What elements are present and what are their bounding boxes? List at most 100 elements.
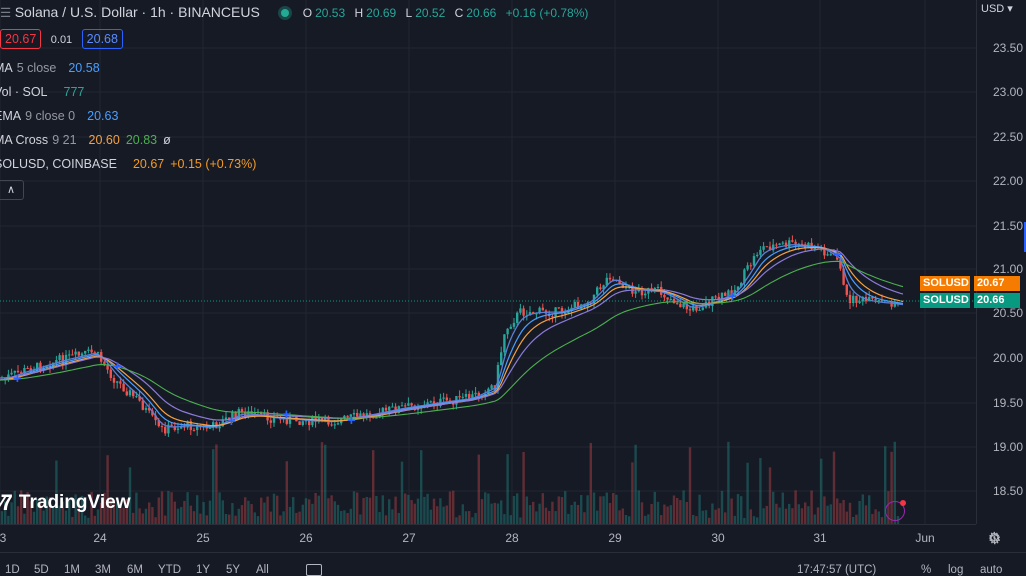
candle-body bbox=[365, 413, 368, 417]
candle-body bbox=[13, 370, 16, 373]
candle-body bbox=[605, 277, 608, 286]
range-button[interactable]: 6M bbox=[127, 564, 143, 576]
indicator-line bbox=[0, 244, 904, 428]
menu-icon[interactable]: ☰ bbox=[0, 6, 12, 20]
buy-button[interactable]: 20.68 bbox=[81, 29, 123, 49]
range-button[interactable]: 5Y bbox=[226, 564, 241, 576]
volume-bar bbox=[477, 454, 480, 524]
range-button[interactable]: All bbox=[256, 564, 269, 576]
volume-bar bbox=[842, 499, 845, 524]
volume-bar bbox=[42, 510, 45, 524]
candle-body bbox=[429, 401, 432, 403]
percent-toggle[interactable]: % bbox=[921, 564, 932, 576]
volume-bar bbox=[192, 511, 196, 524]
volume-bar bbox=[260, 497, 263, 524]
volume-bar bbox=[551, 501, 554, 524]
volume-bar bbox=[170, 492, 173, 524]
volume-bar bbox=[404, 493, 407, 524]
time-scale[interactable]: 3 24 25 26 27 28 29 30 31 Jun ⚙ bbox=[0, 524, 1001, 553]
volume-bar bbox=[500, 500, 503, 524]
volume-bar bbox=[743, 517, 746, 524]
volume-bar bbox=[352, 491, 356, 524]
volume-bar bbox=[103, 492, 106, 524]
chart-canvas[interactable]: + + + + + + + ☰ Solana / U.S. Dollar · 1h · BI… bbox=[0, 0, 976, 524]
volume-bar bbox=[16, 506, 20, 524]
indicator-row[interactable]: Vol · SOL 777 bbox=[0, 82, 84, 102]
range-button[interactable]: 1Y bbox=[196, 564, 211, 576]
replay-icon[interactable] bbox=[885, 500, 906, 521]
indicator-row[interactable]: EMA9 close 0 20.63 bbox=[0, 106, 118, 126]
candle-body bbox=[845, 284, 848, 295]
candle-body bbox=[535, 313, 538, 315]
range-button[interactable]: 3M bbox=[95, 564, 111, 576]
volume-bar bbox=[836, 498, 839, 524]
volume-bar bbox=[71, 516, 74, 524]
volume-bar bbox=[439, 498, 442, 524]
candle-body bbox=[573, 301, 576, 308]
sell-button[interactable]: 20.67 bbox=[0, 29, 42, 49]
volume-bar bbox=[512, 495, 516, 524]
settings-gear-icon[interactable]: ⚙ bbox=[988, 529, 1001, 545]
range-button[interactable]: 1D bbox=[5, 564, 20, 576]
price-scale-handle[interactable] bbox=[1024, 222, 1026, 252]
volume-bar bbox=[730, 498, 733, 524]
trade-buttons: 20.67 0.01 20.68 bbox=[0, 29, 123, 49]
volume-bar bbox=[208, 500, 212, 524]
volume-bar bbox=[68, 499, 71, 524]
volume-bar bbox=[13, 490, 16, 524]
candle-body bbox=[135, 396, 138, 398]
date-range-icon[interactable] bbox=[306, 564, 322, 576]
chart-settings-icon[interactable]: ⚙ bbox=[988, 531, 1002, 548]
candle-body bbox=[23, 368, 26, 374]
candle-body bbox=[730, 290, 733, 297]
candle-body bbox=[506, 328, 509, 335]
currency-selector[interactable]: USD ▾ bbox=[981, 3, 1013, 15]
volume-bar bbox=[650, 504, 653, 524]
price-scale[interactable]: USD ▾ 23.50 23.00 22.50 22.00 21.50 21.00 20.5… bbox=[976, 0, 1026, 524]
volume-bar bbox=[234, 515, 237, 524]
candle-body bbox=[416, 408, 420, 410]
volume-bar bbox=[340, 510, 343, 524]
volume-bar bbox=[314, 492, 317, 524]
indicator-params: 9 close 0 bbox=[25, 109, 76, 123]
volume-bar bbox=[400, 461, 404, 524]
candle-body bbox=[381, 407, 384, 414]
volume-bar bbox=[516, 493, 519, 524]
volume-bar bbox=[535, 511, 538, 524]
candle-body bbox=[564, 313, 567, 315]
indicator-row[interactable]: SOLUSD, COINBASE 20.67 +0.15 (+0.73%) bbox=[0, 154, 256, 174]
volume-bar bbox=[852, 516, 855, 524]
ohlc-values: O 20.53 H 20.69 L 20.52 C 20.66 +0.16 (+0.78… bbox=[302, 6, 589, 20]
volume-bar bbox=[784, 508, 788, 524]
symbol-title[interactable]: Solana / U.S. Dollar · 1h · BINANCEUS bbox=[14, 4, 260, 20]
volume-bar bbox=[807, 506, 810, 524]
candle-body bbox=[349, 414, 352, 417]
candle-body bbox=[724, 292, 727, 296]
candle-body bbox=[618, 279, 621, 285]
candle-body bbox=[384, 407, 388, 411]
candle-body bbox=[634, 291, 637, 294]
volume-bar bbox=[458, 515, 461, 524]
auto-toggle[interactable]: auto bbox=[980, 564, 1003, 576]
candle-body bbox=[602, 285, 605, 290]
candle-body bbox=[87, 349, 90, 351]
volume-bar bbox=[653, 491, 656, 524]
indicator-line bbox=[0, 246, 904, 427]
log-toggle[interactable]: log bbox=[948, 564, 964, 576]
volume-bar bbox=[644, 515, 647, 524]
tradingview-logo[interactable]: ⁄7 TradingView bbox=[0, 490, 131, 515]
utc-clock[interactable]: 17:47:57 (UTC) bbox=[797, 564, 877, 576]
collapse-legend-button[interactable]: ∧ bbox=[0, 180, 24, 200]
volume-bar bbox=[832, 451, 836, 524]
range-button[interactable]: 5D bbox=[34, 564, 49, 576]
range-button[interactable]: YTD bbox=[158, 564, 181, 576]
indicator-row[interactable]: MA5 close 20.58 bbox=[0, 58, 100, 78]
candle-body bbox=[596, 287, 599, 295]
range-button[interactable]: 1M bbox=[64, 564, 80, 576]
candle-body bbox=[512, 322, 516, 327]
volume-bar bbox=[711, 503, 714, 524]
volume-bar bbox=[461, 504, 464, 524]
candle-body bbox=[868, 297, 871, 302]
candle-body bbox=[500, 352, 503, 365]
